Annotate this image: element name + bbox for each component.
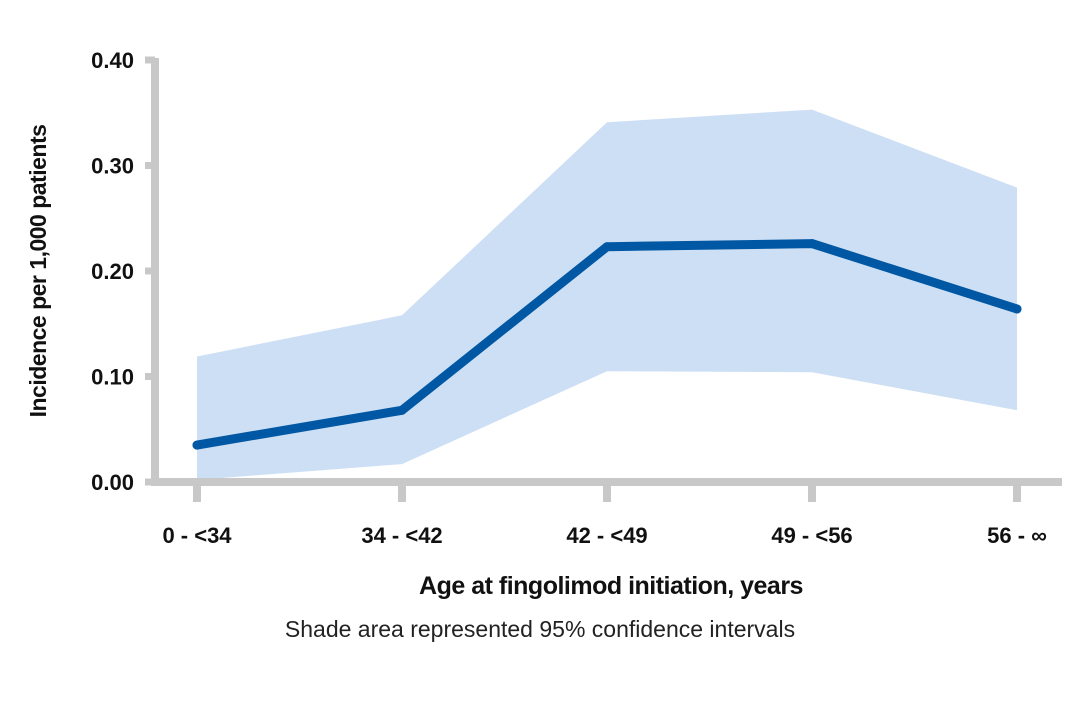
data-point xyxy=(397,405,407,415)
x-tick-labels: 0 - <34 34 - <42 42 - <49 49 - <56 56 - ∞ xyxy=(162,523,1046,548)
y-tick-label: 0.10 xyxy=(91,365,134,390)
y-tick-label: 0.20 xyxy=(91,259,134,284)
axes xyxy=(145,56,1062,502)
confidence-band xyxy=(197,109,1017,480)
y-tick-label: 0.00 xyxy=(91,470,134,495)
data-point xyxy=(807,239,817,249)
x-axis-title: Age at fingolimod initiation, years xyxy=(419,572,803,600)
y-axis-title: Incidence per 1,000 patients xyxy=(25,125,51,418)
y-tick-label: 0.30 xyxy=(91,154,134,179)
footnote: Shade area represented 95% confidence in… xyxy=(284,616,796,642)
x-tick-label: 34 - <42 xyxy=(361,523,442,548)
data-point xyxy=(1012,304,1022,314)
y-tick-label: 0.40 xyxy=(91,48,134,73)
y-tick-labels: 0.00 0.10 0.20 0.30 0.40 xyxy=(91,48,134,495)
x-tick-label: 56 - ∞ xyxy=(987,523,1047,548)
x-tick-label: 42 - <49 xyxy=(566,523,647,548)
x-tick-label: 0 - <34 xyxy=(162,523,232,548)
data-point xyxy=(602,242,612,252)
x-tick-label: 49 - <56 xyxy=(771,523,852,548)
data-points xyxy=(192,239,1022,450)
data-point xyxy=(192,440,202,450)
